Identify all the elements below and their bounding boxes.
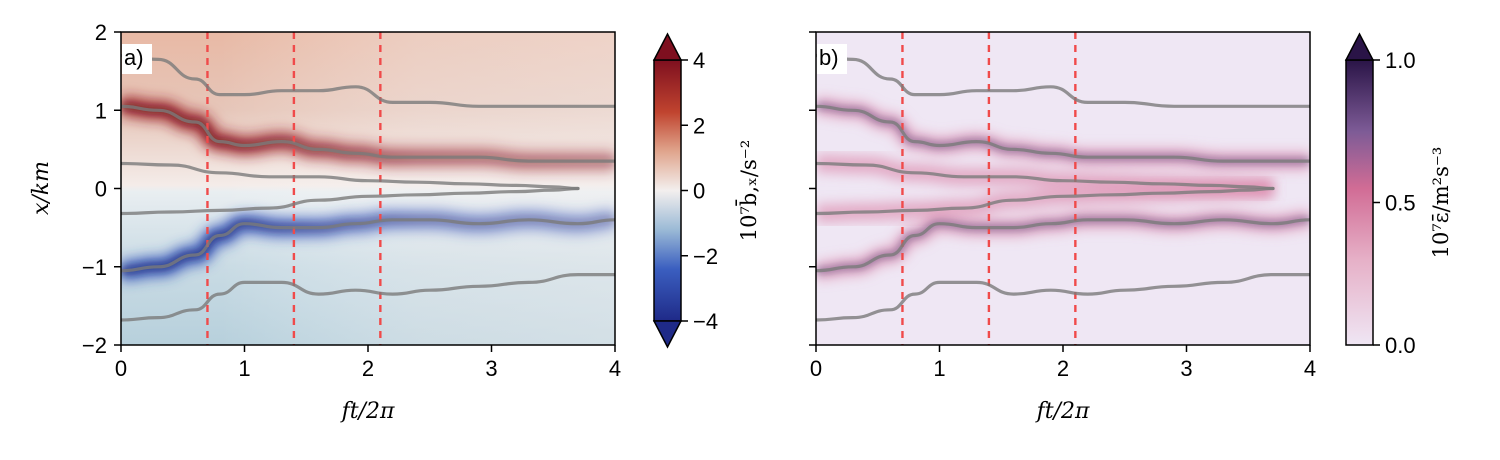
colorbar-a-extend-top xyxy=(652,32,683,61)
colorbar-b: 0.0 0.5 1.0 10⁷ε̄/m²s⁻³ xyxy=(1344,32,1453,358)
colorbar-b-tick-label-2: 1.0 xyxy=(1385,48,1416,73)
x-tick-label-b-0: 0 xyxy=(810,356,822,381)
x-tick-label-a-0: 0 xyxy=(115,356,127,381)
y-tick-label-a-1: −1 xyxy=(82,255,107,280)
contour-a-6 xyxy=(121,273,615,322)
contour-b-2 xyxy=(816,104,1310,163)
panel-tag-bg-b xyxy=(817,44,847,74)
colorbar-a: −4 −2 0 2 4 10⁷b̄,ₓ/s⁻² xyxy=(652,32,761,349)
colorbar-b-body xyxy=(1345,59,1374,346)
y-axis-label-a: x/km xyxy=(29,161,54,215)
colorbar-a-tick-label-0: −4 xyxy=(693,309,718,334)
y-tick-label-a-2: 0 xyxy=(95,177,107,202)
contour-b-3 xyxy=(816,161,1275,191)
x-tick-label-a-3: 3 xyxy=(485,356,497,381)
x-axis-label-b: ft/2π xyxy=(1035,399,1090,424)
colorbar-a-tick-label-2: 0 xyxy=(693,179,705,204)
contour-b-6 xyxy=(816,273,1310,322)
panel-label-b: b) xyxy=(819,45,839,70)
contour-b-4 xyxy=(816,186,1275,216)
x-tick-label-b-1: 1 xyxy=(933,356,945,381)
contour-b-5 xyxy=(816,218,1310,273)
panel-tag-bg-a xyxy=(122,44,152,74)
contours-a xyxy=(121,53,615,322)
contour-b-1 xyxy=(816,53,1310,108)
contour-a-2 xyxy=(121,104,615,163)
x-tick-label-b-2: 2 xyxy=(1057,356,1069,381)
panel-b: 0 1 2 3 4 b) ft/2π 0.0 0.5 1.0 10⁷ε̄/m²s⁻³ xyxy=(809,31,1453,424)
ticks-b: 0 1 2 3 4 xyxy=(809,31,1316,381)
colorbar-a-tick-label-3: 2 xyxy=(693,113,705,138)
colorbar-b-tick-label-0: 0.0 xyxy=(1385,333,1416,358)
x-tick-label-a-1: 1 xyxy=(238,356,250,381)
x-axis-label-a: ft/2π xyxy=(340,399,395,424)
contour-a-3 xyxy=(121,161,580,191)
colorbar-b-tick-label-1: 0.5 xyxy=(1385,191,1416,216)
colorbar-a-extend-bottom xyxy=(652,320,683,349)
colorbar-a-tick-label-4: 4 xyxy=(693,48,705,73)
x-tick-label-a-4: 4 xyxy=(609,356,621,381)
panel-a: 0 1 2 3 4 −2 −1 0 1 2 a) ft/2π x/km −4 −2 0 2 4 10⁷b̄,… xyxy=(29,20,761,424)
x-tick-label-b-3: 3 xyxy=(1180,356,1192,381)
x-tick-label-b-4: 4 xyxy=(1304,356,1316,381)
contour-a-4 xyxy=(121,186,580,216)
colorbar-b-label: 10⁷ε̄/m²s⁻³ xyxy=(1429,147,1453,259)
x-tick-label-a-2: 2 xyxy=(362,356,374,381)
colorbar-a-body xyxy=(653,59,682,322)
colorbar-a-tick-label-1: −2 xyxy=(693,244,718,269)
y-tick-label-a-4: 2 xyxy=(95,20,107,45)
colorbar-a-label: 10⁷b̄,ₓ/s⁻² xyxy=(735,140,761,242)
y-tick-label-a-3: 1 xyxy=(95,98,107,123)
contour-a-1 xyxy=(121,53,615,108)
ticks-a: 0 1 2 3 4 −2 −1 0 1 2 xyxy=(82,20,621,381)
contours-b xyxy=(816,53,1310,322)
y-tick-label-a-0: −2 xyxy=(82,333,107,358)
colorbar-b-extend-top xyxy=(1344,32,1375,61)
panel-label-a: a) xyxy=(124,45,144,70)
contour-a-5 xyxy=(121,218,615,273)
